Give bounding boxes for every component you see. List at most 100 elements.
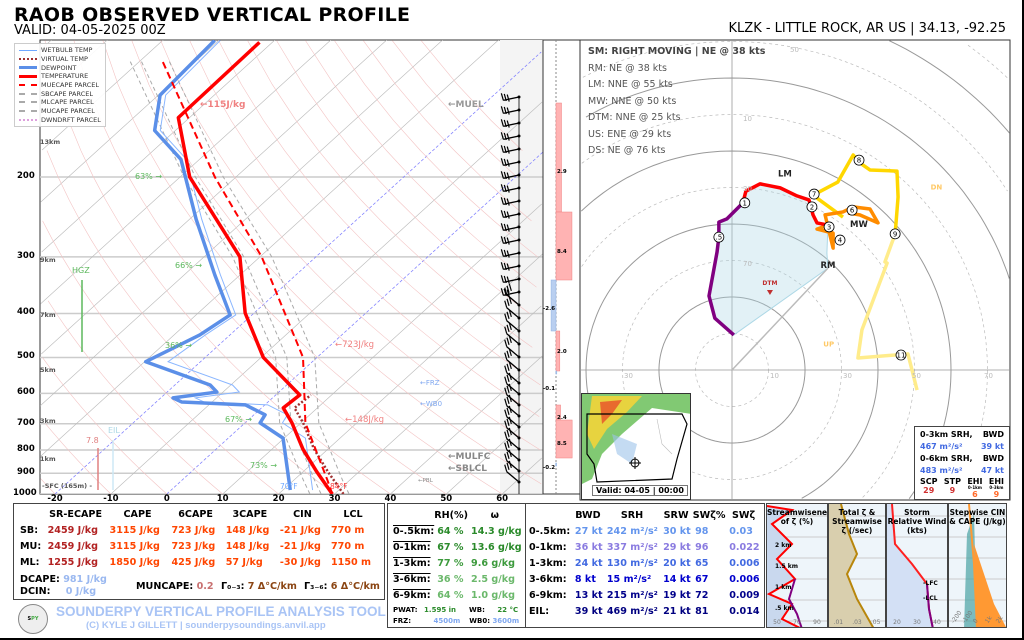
hodo-ring-label: 30 <box>743 185 752 193</box>
hodo-ring <box>580 150 952 371</box>
streamwise-bar-label: 8.4 <box>557 249 567 255</box>
row-label: 0-1km: <box>529 541 567 553</box>
hodo-height-marker <box>853 154 865 166</box>
table-row: 3-6km: 8 kt 15 m²/s² 14 kt 67 0.006 <box>529 571 761 587</box>
wind-barbs <box>500 93 521 494</box>
mini-chart: Stepwise CIN & CAPE (J/kg) -200 -100 0 1k 2k <box>948 503 1007 628</box>
mini-chart-ticks: 50 70 90 <box>767 619 827 626</box>
dry-adiabat <box>131 40 542 485</box>
storm-motion-label: LM <box>778 170 792 180</box>
isotherm <box>41 40 387 355</box>
bwd-03-value: 39 kt <box>980 442 1004 451</box>
wind-barb-flag <box>500 145 504 153</box>
legend-item: MLCAPE PARCEL <box>19 98 101 107</box>
wind-barb-flag <box>503 106 507 115</box>
storm-motion-line: DTM: NNE @ 25 kts <box>588 112 681 123</box>
streamwise-bar-label: 8.5 <box>557 441 567 447</box>
column-header: CIN <box>293 508 312 520</box>
wind-barb-flag <box>504 287 508 295</box>
pressure-tick-label: 600 <box>17 387 35 398</box>
skewt-annotation: 7.8 <box>86 436 99 445</box>
skewt-annotation: 84°F <box>330 482 348 491</box>
cell-value: 96 <box>695 541 709 553</box>
legend-label: DEWPOINT <box>41 63 77 72</box>
storm-motion-info: SM: RIGHT MOVING | NE @ 38 kts RM: NE @ … <box>588 44 765 160</box>
pressure-tick-label: 800 <box>17 444 35 455</box>
wind-barb-flag <box>503 249 507 258</box>
mini-chart-title: Streamwiseness of ζ (%) <box>767 508 828 526</box>
cell-value: 723 J/kg <box>171 540 216 552</box>
mini-chart-title: Stepwise CIN & CAPE (J/kg) <box>949 508 1006 526</box>
cell-value: 130 m²/s² <box>606 557 658 569</box>
wind-barb-column <box>500 40 543 494</box>
wind-barb-flag <box>506 298 510 306</box>
wind-barb-flag <box>503 223 507 232</box>
legend-swatch <box>19 101 37 104</box>
row-label: 1-3km: <box>393 557 431 569</box>
wind-barb-flag <box>504 365 508 373</box>
table-row: 6-9km: 64 % 1.0 g/kg <box>393 587 522 603</box>
severe-index: EHI 0-3km 9 <box>989 477 1004 499</box>
column-header: SR-ECAPE <box>49 508 103 520</box>
skewt-annotation: ←SBLCL <box>448 464 487 474</box>
wind-barb-flag <box>506 350 510 358</box>
streamwise-bar-label: 2.0 <box>557 349 567 355</box>
mini-chart-ticks: -200 -100 0 1k 2k <box>949 610 1006 625</box>
row-label: MU: <box>20 540 42 552</box>
hodo-ring <box>585 77 1010 280</box>
legend-label: DWNDRFT PARCEL <box>41 115 101 124</box>
pwat-block: PWAT: 1.595 in WB: 22 °C FRZ: 4500m WB0: 3… <box>393 605 519 627</box>
wind-barb <box>506 449 520 461</box>
cell-value: 15 m²/s² <box>606 573 652 585</box>
index-value: 29 <box>923 486 935 495</box>
surface-label: -SFC (165m) - <box>42 482 93 490</box>
wind-barb <box>506 383 520 395</box>
cell-value: 723 J/kg <box>171 524 216 536</box>
streamwise-bar-label: -0.1 <box>543 386 556 392</box>
wind-barb-flag <box>500 275 504 283</box>
temp-tick-label: 40 <box>384 494 397 504</box>
wind-barb <box>506 438 520 450</box>
storm-motion-label: RM <box>820 261 835 271</box>
wind-barb-flag <box>508 405 512 414</box>
dewpoint-line <box>143 40 292 491</box>
moisture-kinematics-box: RH(%) ω 0-.5km: 64 % 14.3 g/kg 0-1km: 67 % 13.6… <box>387 503 765 628</box>
wind-barb-flag <box>504 453 508 461</box>
legend-item: MUCAPE PARCEL <box>19 107 101 116</box>
cell-value: 469 m²/s² <box>606 605 658 617</box>
lapse-rate-36: Γ₃₋₆: 6 Δ°C/km <box>304 581 380 592</box>
hodo-ring-label: 10 <box>743 115 752 123</box>
cell-value: 0.006 <box>729 557 760 569</box>
skewt-annotation: ←WB0 <box>420 400 443 408</box>
dry-adiabat <box>40 478 56 494</box>
hodo-ring-label: 30 <box>843 372 852 380</box>
dry-adiabat <box>218 40 541 386</box>
wind-barb <box>506 346 520 358</box>
footer-credit: (C) KYLE J GILLETT | sounderpysoundings.… <box>86 620 326 631</box>
column-header: SWζ% <box>692 509 726 521</box>
cell-value: 65 <box>695 557 709 569</box>
lapse-03-value: 7 Δ°C/km <box>247 581 297 592</box>
wind-barb-flag <box>500 132 504 140</box>
streamwise-bar <box>550 279 557 332</box>
muncape-label: MUNCAPE: <box>136 581 194 592</box>
column-header: SWζ <box>732 509 756 521</box>
hodograph-segment <box>707 201 745 337</box>
radar-inset: Valid: 04-05 | 00:00 <box>581 393 691 500</box>
index-label: EHI <box>967 477 983 486</box>
lapse-03-label: Γ₀₋₃: <box>221 581 245 592</box>
hodo-height-marker <box>823 221 835 233</box>
wind-barb <box>506 427 520 439</box>
cell-value: 14.3 g/kg <box>471 525 522 537</box>
index-sublabel: 0-3km <box>989 485 1004 490</box>
wind-barb-flag <box>506 224 510 232</box>
index-value: 9 <box>949 486 956 495</box>
wind-barb-flag <box>504 398 508 406</box>
hodo-marker-label: 2 <box>810 203 814 211</box>
cell-value: 30 kt <box>663 525 691 537</box>
table-row: ML: 1255 J/kg 1850 J/kg 425 J/kg 57 J/kg -30 … <box>20 554 378 570</box>
skewt-annotation: ←MUEL <box>448 100 484 110</box>
row-label: 6-9km: <box>393 589 431 601</box>
wind-barb-flag <box>503 171 507 180</box>
